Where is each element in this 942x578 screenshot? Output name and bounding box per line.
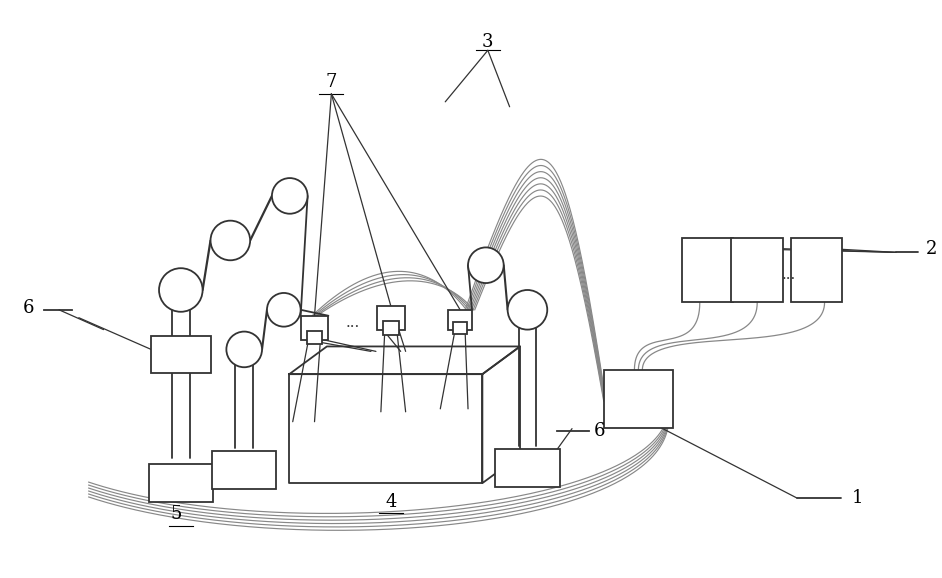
Bar [604,370,673,428]
Circle shape [468,247,504,283]
Bar [732,238,783,302]
Text: 4: 4 [385,493,397,511]
Text: 2: 2 [926,240,937,258]
Circle shape [272,178,308,214]
Bar [448,310,472,329]
Bar [300,316,329,339]
Circle shape [210,221,251,260]
Bar [791,238,842,302]
Bar [149,464,213,502]
Text: ...: ... [782,268,796,282]
Circle shape [508,290,547,329]
Text: 6: 6 [593,421,606,440]
Circle shape [159,268,203,312]
Bar [495,450,560,487]
Bar [151,336,210,373]
Bar [382,321,398,335]
Circle shape [226,332,262,367]
Bar [212,451,276,489]
Bar [682,238,734,302]
Text: 3: 3 [482,34,494,51]
Text: 1: 1 [852,489,863,507]
Text: ...: ... [346,316,360,329]
Bar [306,331,322,344]
Text: 5: 5 [171,505,182,523]
Text: 7: 7 [326,73,337,91]
Bar [453,322,467,334]
Bar [377,306,405,329]
Circle shape [267,293,300,327]
Text: 6: 6 [23,299,34,317]
